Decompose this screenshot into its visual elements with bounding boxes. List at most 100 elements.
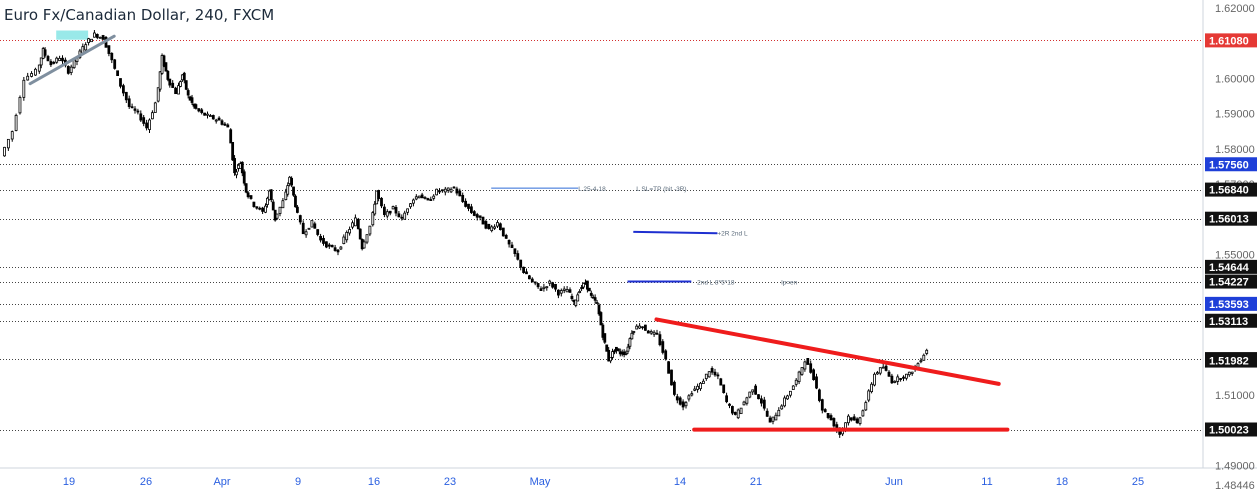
- candle-body: [414, 196, 418, 200]
- candle-body: [391, 206, 395, 210]
- level-tag-2: 1.56840: [1209, 185, 1249, 197]
- candle-body: [789, 390, 792, 396]
- candle-body: [687, 395, 691, 400]
- candle-body: [464, 200, 468, 207]
- candle-body: [148, 119, 151, 130]
- level-tag-3: 1.56013: [1209, 214, 1249, 226]
- candle-body: [554, 284, 557, 290]
- candle-body: [858, 417, 862, 425]
- candle-body: [690, 393, 694, 396]
- candle-body: [156, 87, 160, 102]
- x-tick-label-9: Jun: [885, 476, 903, 488]
- candle-body: [849, 417, 853, 421]
- candle-body: [794, 379, 798, 385]
- candle-body: [186, 90, 190, 96]
- candle-body: [10, 131, 14, 140]
- candle-body: [890, 375, 894, 384]
- candle-body: [599, 312, 603, 326]
- candle-body: [307, 227, 311, 230]
- y-tick-label-2: 1.59000: [1215, 109, 1255, 121]
- candle-body: [655, 332, 659, 335]
- candle-body: [61, 57, 64, 62]
- candle-body: [899, 378, 902, 380]
- candle-body: [559, 290, 563, 294]
- level-tag-bg-3: [1205, 211, 1257, 226]
- candle-body: [528, 275, 531, 280]
- candle-body: [295, 206, 299, 213]
- candle-body: [533, 281, 537, 284]
- candle-body: [432, 195, 436, 199]
- candle-body: [72, 59, 76, 69]
- early-trendline: [28, 34, 116, 86]
- level-tag-bg-9: [1205, 353, 1257, 368]
- candle-body: [336, 249, 340, 253]
- candle-body: [820, 399, 824, 411]
- candle-body: [878, 367, 882, 374]
- candle-body: [496, 222, 499, 227]
- level-tag-7: 1.53113: [1209, 316, 1248, 328]
- candle-body: [34, 68, 37, 76]
- candle-body: [664, 350, 668, 360]
- candle-body: [728, 403, 731, 406]
- candle-body: [733, 411, 737, 415]
- candle-body: [438, 190, 441, 193]
- candle-body: [791, 385, 795, 390]
- candle-body: [818, 389, 821, 401]
- candle-body: [46, 56, 50, 62]
- candle-body: [762, 399, 766, 409]
- candle-body: [545, 286, 549, 289]
- candle-body: [58, 57, 61, 62]
- candles-group: [3, 30, 929, 438]
- candle-body: [133, 108, 137, 111]
- candle-body: [409, 203, 412, 208]
- candle-body: [217, 117, 221, 121]
- candle-body: [6, 138, 10, 149]
- x-tick-label-1: 26: [140, 476, 152, 488]
- candle-body: [229, 129, 233, 144]
- candle-body: [501, 227, 505, 237]
- level-tag-5: 1.54227: [1209, 277, 1249, 289]
- candle-body: [510, 244, 514, 249]
- level-tag-bg-4: [1205, 259, 1257, 274]
- candle-body: [487, 223, 491, 230]
- candle-body: [382, 206, 386, 215]
- candle-body: [861, 410, 865, 417]
- candle-body: [493, 226, 497, 229]
- candle-body: [576, 294, 580, 302]
- candle-body: [429, 199, 433, 201]
- chart-title: Euro Fx/Canadian Dollar, 240, FXCM: [4, 6, 275, 24]
- candle-body: [139, 113, 143, 121]
- candle-body: [400, 216, 404, 219]
- candle-body: [922, 354, 926, 361]
- candle-body: [780, 405, 784, 410]
- candle-body: [397, 213, 401, 218]
- candle-body: [722, 384, 726, 394]
- candle-body: [504, 234, 508, 239]
- x-tick-label-4: 16: [368, 476, 380, 488]
- candle-body: [826, 413, 830, 418]
- candle-body: [867, 390, 871, 401]
- candle-body: [43, 49, 47, 56]
- candle-body: [919, 360, 923, 363]
- candle-body: [644, 324, 647, 331]
- candle-body: [261, 207, 265, 212]
- candle-body: [478, 215, 482, 218]
- candle-body: [330, 244, 334, 248]
- candle-body: [316, 229, 320, 235]
- candle-body: [673, 381, 676, 395]
- candle-body: [324, 241, 328, 248]
- candle-body: [339, 246, 343, 250]
- level-tag-4: 1.54644: [1209, 262, 1250, 274]
- candle-body: [607, 349, 611, 362]
- candle-body: [881, 366, 885, 369]
- level-tag-bg-1: [1205, 157, 1257, 172]
- candle-body: [327, 244, 331, 247]
- x-tick-label-10: 11: [981, 476, 992, 488]
- candle-body: [286, 185, 290, 195]
- candle-body: [420, 194, 424, 199]
- level-tag-bg-10: [1205, 422, 1257, 437]
- x-tick-label-3: 9: [295, 476, 301, 488]
- candle-body: [748, 391, 752, 398]
- candle-body: [107, 45, 111, 54]
